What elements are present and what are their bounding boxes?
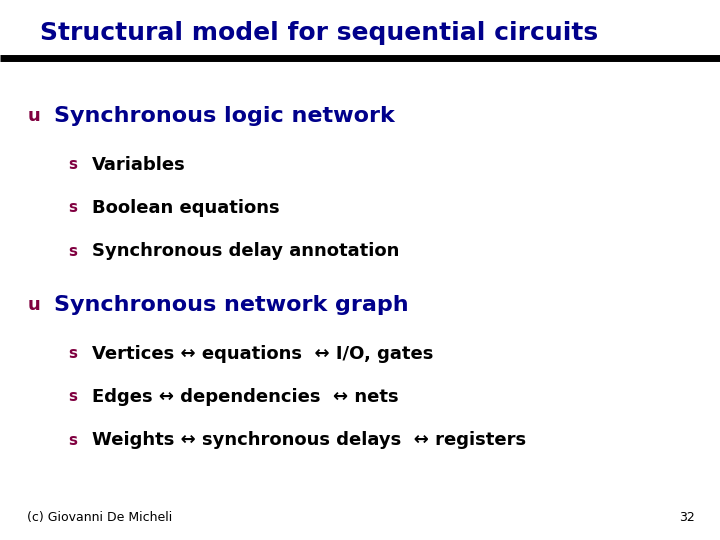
Text: Synchronous delay annotation: Synchronous delay annotation xyxy=(92,242,400,260)
Text: Variables: Variables xyxy=(92,156,186,174)
Text: Synchronous logic network: Synchronous logic network xyxy=(54,106,395,126)
Text: s: s xyxy=(68,433,78,448)
Text: Vertices ↔ equations  ↔ I/O, gates: Vertices ↔ equations ↔ I/O, gates xyxy=(92,345,433,363)
Text: 32: 32 xyxy=(679,511,695,524)
Text: Edges ↔ dependencies  ↔ nets: Edges ↔ dependencies ↔ nets xyxy=(92,388,399,406)
Text: u: u xyxy=(27,107,40,125)
Text: Structural model for sequential circuits: Structural model for sequential circuits xyxy=(40,22,598,45)
Text: s: s xyxy=(68,389,78,404)
Text: s: s xyxy=(68,244,78,259)
Text: s: s xyxy=(68,157,78,172)
Text: u: u xyxy=(27,296,40,314)
Text: s: s xyxy=(68,346,78,361)
Text: s: s xyxy=(68,200,78,215)
Text: (c) Giovanni De Micheli: (c) Giovanni De Micheli xyxy=(27,511,173,524)
Text: Boolean equations: Boolean equations xyxy=(92,199,280,217)
Text: Synchronous network graph: Synchronous network graph xyxy=(54,295,409,315)
Text: Weights ↔ synchronous delays  ↔ registers: Weights ↔ synchronous delays ↔ registers xyxy=(92,431,526,449)
